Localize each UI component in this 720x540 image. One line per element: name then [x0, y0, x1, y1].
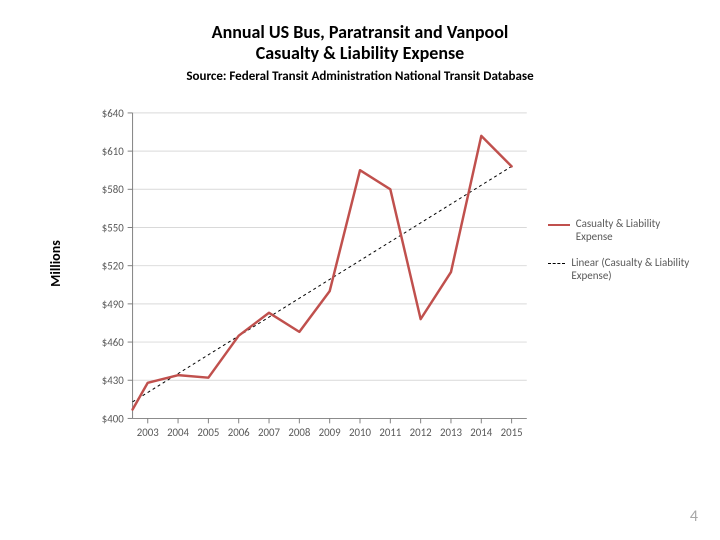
chart-svg: $400 $430 $460 $490 $520 $550 $580 $610 $640 2003… — [85, 108, 530, 448]
slide: Annual US Bus, Paratransit and Vanpool C… — [0, 0, 720, 540]
chart-area: $400$430$460$490$520$550$580$610$6402003… — [130, 108, 530, 448]
chart-title: Annual US Bus, Paratransit and Vanpool C… — [0, 0, 720, 63]
svg-text:$490: $490 — [102, 298, 124, 311]
legend-swatch-series — [548, 224, 570, 226]
svg-text:2007: 2007 — [258, 426, 280, 439]
svg-text:$520: $520 — [102, 260, 124, 273]
chart-title-line2: Casualty & Liability Expense — [0, 43, 720, 64]
svg-text:2012: 2012 — [410, 426, 432, 439]
legend-swatch-trend — [548, 263, 565, 264]
page-number: 4 — [690, 507, 698, 526]
svg-text:2005: 2005 — [197, 426, 219, 439]
legend: Casualty & Liability Expense Linear (Cas… — [548, 218, 698, 297]
svg-text:2011: 2011 — [379, 426, 401, 439]
svg-text:$580: $580 — [102, 183, 124, 196]
svg-text:$610: $610 — [102, 145, 124, 158]
svg-text:2003: 2003 — [137, 426, 159, 439]
svg-text:2014: 2014 — [470, 426, 492, 439]
svg-text:2006: 2006 — [228, 426, 250, 439]
svg-text:2008: 2008 — [288, 426, 310, 439]
legend-label-series: Casualty & Liability Expense — [576, 218, 698, 243]
svg-text:2009: 2009 — [319, 426, 341, 439]
svg-text:$550: $550 — [102, 221, 124, 234]
legend-item-series: Casualty & Liability Expense — [548, 218, 698, 243]
y-axis-label: Millions — [47, 240, 64, 287]
svg-text:2004: 2004 — [167, 426, 189, 439]
svg-text:2010: 2010 — [349, 426, 371, 439]
svg-text:2015: 2015 — [501, 426, 523, 439]
svg-text:2013: 2013 — [440, 426, 462, 439]
svg-text:$460: $460 — [102, 336, 124, 349]
chart-title-line1: Annual US Bus, Paratransit and Vanpool — [0, 22, 720, 43]
svg-text:$400: $400 — [102, 412, 124, 425]
svg-text:$640: $640 — [102, 108, 124, 120]
svg-text:$430: $430 — [102, 374, 124, 387]
legend-label-trend: Linear (Casualty & Liability Expense) — [571, 257, 698, 282]
legend-item-trend: Linear (Casualty & Liability Expense) — [548, 257, 698, 282]
chart-subtitle: Source: Federal Transit Administration N… — [0, 63, 720, 84]
